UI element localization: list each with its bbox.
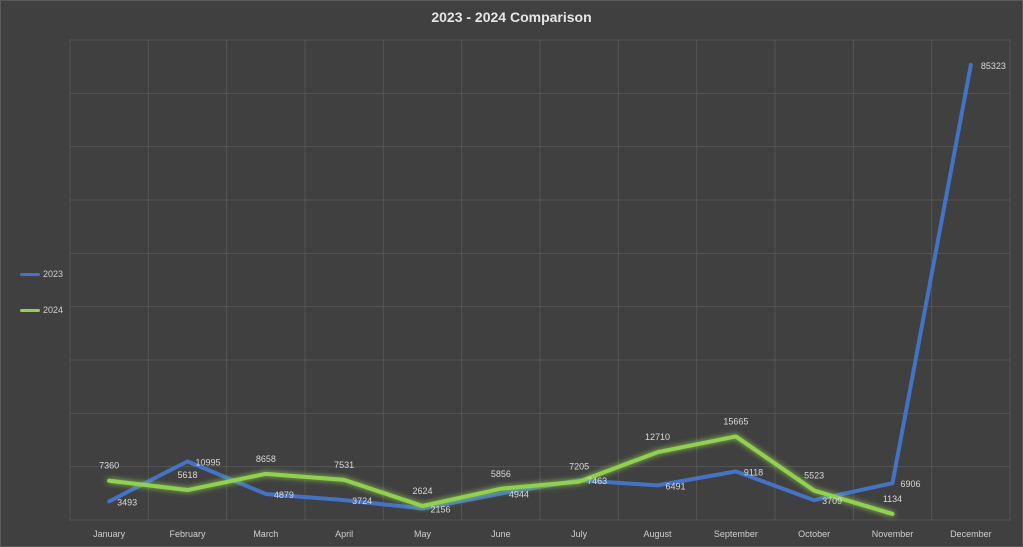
data-label-2023: 10995	[196, 457, 221, 467]
data-label-2024: 15665	[723, 416, 748, 426]
x-tick-label: June	[491, 529, 511, 539]
x-tick-label: August	[643, 529, 672, 539]
x-tick-label: March	[253, 529, 278, 539]
data-label-2024: 5618	[177, 470, 197, 480]
data-label-2023: 3724	[352, 496, 372, 506]
data-label-2024: 8658	[256, 454, 276, 464]
data-label-2024: 5856	[491, 469, 511, 479]
series-lines	[107, 62, 973, 516]
data-label-2024: 7205	[569, 462, 589, 472]
data-label-2024: 12710	[645, 432, 670, 442]
data-label-2023: 7463	[587, 476, 607, 486]
data-label-2024: 5523	[804, 471, 824, 481]
data-label-2023: 3709	[822, 496, 842, 506]
x-tick-label: April	[335, 529, 353, 539]
gridlines	[69, 39, 1011, 521]
legend-label: 2023	[43, 269, 64, 279]
x-tick-label: January	[93, 529, 126, 539]
legend-swatch	[20, 308, 40, 312]
data-label-2023: 2156	[431, 505, 451, 515]
chart-title: 2023 - 2024 Comparison	[431, 9, 592, 25]
legend-label: 2024	[43, 305, 64, 315]
data-label-2023: 4944	[509, 490, 529, 500]
legend-entry-2023: 2023	[20, 268, 63, 280]
data-label-2024: 2624	[412, 486, 432, 496]
x-tick-label: May	[414, 529, 432, 539]
data-label-2023: 6906	[901, 479, 921, 489]
data-label-2024: 7360	[99, 461, 119, 471]
x-tick-label: December	[950, 529, 992, 539]
x-tick-label: October	[798, 529, 830, 539]
data-label-2023: 4879	[274, 490, 294, 500]
x-tick-label: September	[714, 529, 758, 539]
data-label-2023: 9118	[744, 467, 763, 477]
legend-entry-2024: 2024	[20, 304, 63, 316]
data-label-2023: 85323	[981, 61, 1006, 71]
x-tick-label: November	[872, 529, 914, 539]
data-label-2023: 3493	[117, 497, 137, 507]
data-label-2023: 6491	[666, 481, 686, 491]
x-axis-labels: January February March April May June July Augu…	[93, 529, 991, 539]
legend-swatch	[20, 272, 40, 276]
x-tick-label: February	[169, 529, 206, 539]
data-labels: 3493 10995 4879 3724 2156 4944 7463 6491 9118 370…	[99, 61, 1006, 515]
data-label-2024: 7531	[334, 460, 354, 470]
data-label-2024: 1134	[883, 494, 902, 504]
x-tick-label: July	[571, 529, 588, 539]
